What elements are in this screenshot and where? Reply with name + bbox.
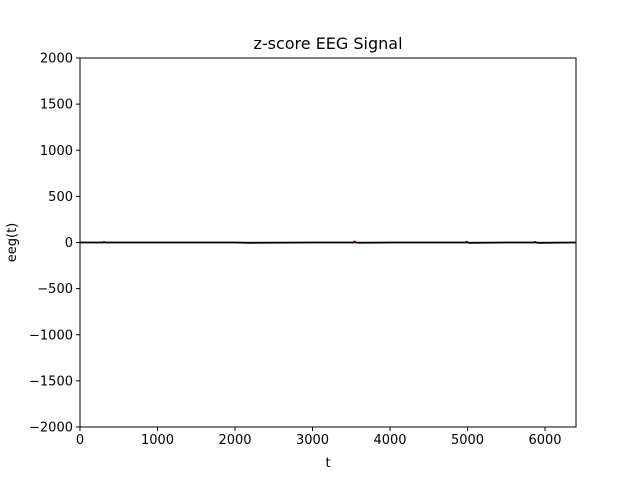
y-tick-label: −1500 [29,374,73,389]
x-tick-label: 6000 [528,433,561,448]
y-tick-label: 1000 [40,144,73,159]
y-tick-label: 0 [65,236,73,251]
x-tick-label: 0 [76,433,84,448]
y-tick-label: 500 [48,190,73,205]
x-axis-label: t [325,456,330,471]
series-line-1 [80,240,576,244]
y-tick-label: 1500 [40,98,73,113]
x-axis-ticks: 0 1000 2000 3000 4000 5000 6000 [76,427,562,448]
y-tick-label: 2000 [40,52,73,67]
y-tick-label: −500 [37,282,73,297]
x-tick-label: 3000 [296,433,329,448]
series-group [80,240,576,244]
x-tick-label: 1000 [141,433,174,448]
y-axis-label: eeg(t) [5,223,20,263]
x-tick-label: 2000 [218,433,251,448]
x-tick-label: 4000 [373,433,406,448]
chart-title: z-score EEG Signal [253,34,402,53]
y-tick-label: −2000 [29,421,73,436]
y-tick-label: −1000 [29,328,73,343]
y-axis-ticks: −2000 −1500 −1000 −500 0 500 1000 1500 2000 [29,52,80,436]
x-tick-label: 5000 [451,433,484,448]
